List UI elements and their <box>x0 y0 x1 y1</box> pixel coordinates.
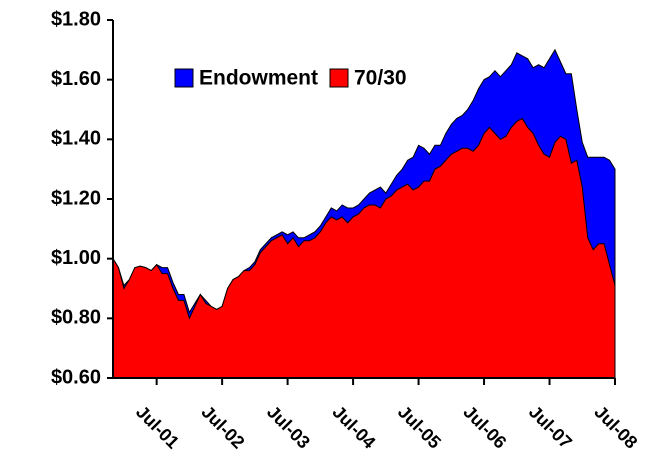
x-tick-label: Jul-01 <box>132 402 183 453</box>
legend-swatch <box>329 68 349 88</box>
x-tick-label: Jul-05 <box>394 402 445 453</box>
x-tick-label: Jul-06 <box>459 402 510 453</box>
y-tick-label: $0.60 <box>51 366 101 388</box>
y-tick-label: $1.40 <box>51 128 101 150</box>
x-tick-label: Jul-04 <box>329 402 380 453</box>
area <box>112 117 616 379</box>
legend-label: Endowment <box>199 67 318 90</box>
x-tick-label: Jul-08 <box>590 402 641 453</box>
y-tick-label: $1.00 <box>51 247 101 269</box>
legend-label: 70/30 <box>354 67 407 90</box>
x-tick-label: Jul-07 <box>525 402 576 453</box>
x-tick-label: Jul-02 <box>198 402 249 453</box>
y-tick-label: $0.80 <box>51 307 101 329</box>
y-tick-label: $1.20 <box>51 187 101 209</box>
legend-swatch <box>174 68 194 88</box>
y-tick-label: $1.80 <box>51 8 101 30</box>
x-tick-label: Jul-03 <box>263 402 314 453</box>
y-tick-label: $1.60 <box>51 68 101 90</box>
